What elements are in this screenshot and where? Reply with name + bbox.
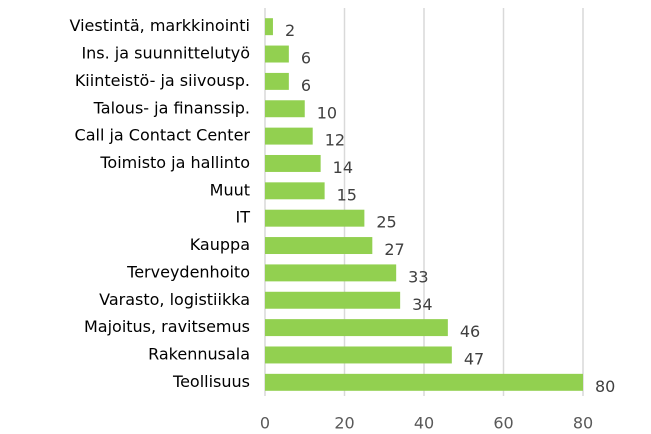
bar: [265, 100, 305, 118]
bar: [265, 373, 583, 391]
y-tick-label: Rakennusala: [148, 344, 250, 363]
x-tick-label: 80: [573, 414, 593, 433]
value-label: 15: [337, 185, 357, 204]
bar: [265, 72, 289, 90]
value-label: 14: [333, 158, 353, 177]
y-tick-label: Muut: [210, 180, 250, 199]
value-label: 6: [301, 49, 311, 68]
y-tick-label: Viestintä, markkinointi: [69, 16, 250, 35]
y-tick-label: Kauppa: [190, 235, 250, 254]
y-tick-label: Varasto, logistiikka: [99, 290, 250, 309]
y-tick-label: Call ja Contact Center: [75, 126, 251, 145]
value-label: 27: [384, 240, 404, 259]
value-label: 10: [317, 103, 337, 122]
x-tick-label: 0: [260, 414, 270, 433]
x-tick-label: 60: [493, 414, 513, 433]
value-label: 33: [408, 267, 428, 286]
value-label: 47: [464, 349, 484, 368]
y-tick-label: Majoitus, ravitsemus: [84, 317, 250, 336]
bar: [265, 319, 448, 337]
x-tick-label: 40: [414, 414, 434, 433]
y-tick-label: Toimisto ja hallinto: [99, 153, 250, 172]
y-tick-label: Teollisuus: [172, 372, 250, 391]
value-label: 2: [285, 21, 295, 40]
bar: [265, 209, 365, 227]
bar: [265, 18, 273, 36]
x-tick-label: 20: [334, 414, 354, 433]
bar: [265, 237, 373, 255]
bar: [265, 291, 401, 309]
value-label: 46: [460, 322, 480, 341]
value-label: 34: [412, 295, 432, 314]
bar: [265, 45, 289, 63]
bar: [265, 127, 313, 145]
y-tick-label: Ins. ja suunnittelutyö: [81, 44, 250, 63]
y-tick-label: Terveydenhoito: [126, 262, 250, 281]
value-label: 80: [595, 377, 615, 396]
y-tick-label: Talous- ja finanssip.: [93, 98, 250, 117]
bar: [265, 182, 325, 200]
value-label: 6: [301, 76, 311, 95]
bar: [265, 264, 397, 282]
bar: [265, 346, 452, 364]
bar: [265, 154, 321, 172]
y-tick-label: IT: [236, 208, 251, 227]
value-label: 12: [325, 131, 345, 150]
y-tick-label: Kiinteistö- ja siivousp.: [75, 71, 250, 90]
value-label: 25: [376, 213, 396, 232]
